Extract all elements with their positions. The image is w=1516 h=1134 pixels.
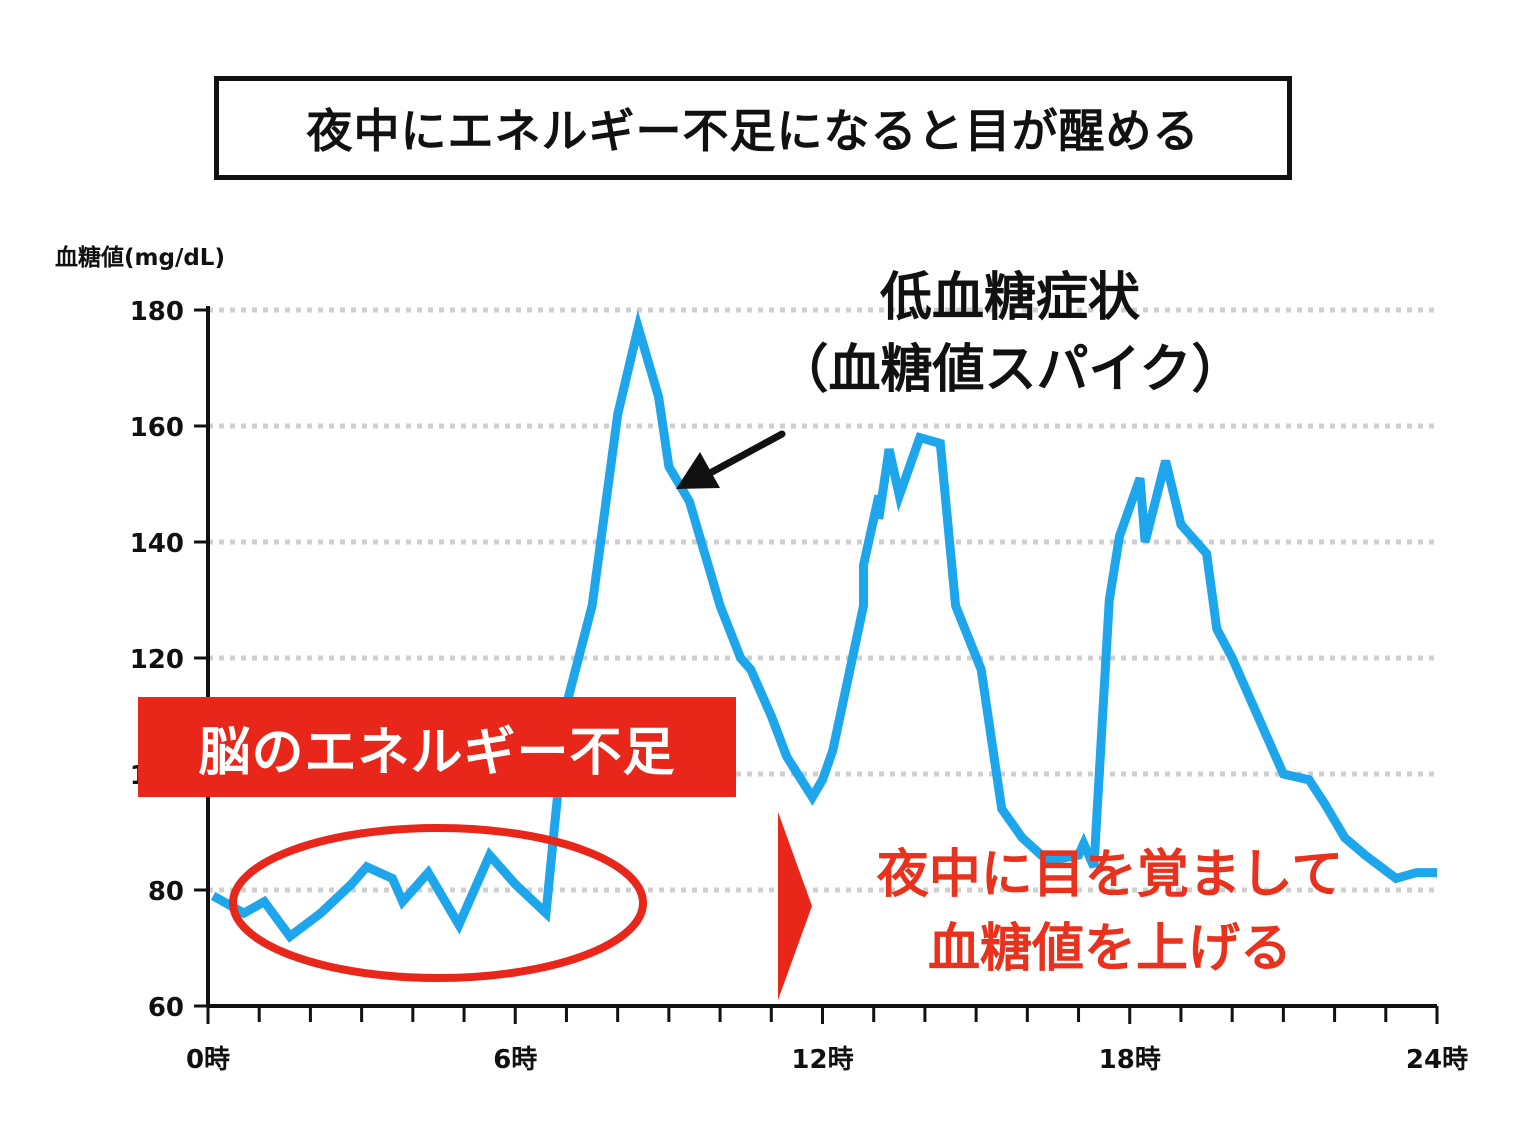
red-pointer-icon bbox=[778, 812, 812, 1000]
x-tick-label-6: 6時 bbox=[493, 1045, 537, 1075]
y-tick-label-60: 60 bbox=[148, 993, 184, 1023]
wake-annotation-line2: 血糖値を上げる bbox=[927, 919, 1292, 979]
spike-annotation-line2: （血糖値スパイク） bbox=[776, 340, 1244, 400]
wake-annotation-line1: 夜中に目を覚まして bbox=[876, 845, 1344, 905]
spike-annotation-line1: 低血糖症状 bbox=[879, 268, 1140, 328]
chart-title: 夜中にエネルギー不足になると目が醒める bbox=[306, 104, 1200, 158]
spike-annotation: 低血糖症状 （血糖値スパイク） bbox=[770, 262, 1250, 406]
y-tick-label-140: 140 bbox=[130, 529, 184, 559]
axes bbox=[194, 306, 1439, 1024]
energy-shortage-box: 脳のエネルギー不足 bbox=[138, 697, 736, 797]
y-tick-label-80: 80 bbox=[148, 877, 184, 907]
x-tick-label-24: 24時 bbox=[1406, 1045, 1468, 1075]
y-axis-label: 血糖値(mg/dL) bbox=[55, 245, 225, 271]
low-region-ellipse bbox=[229, 824, 647, 982]
callout-arrow bbox=[676, 430, 786, 489]
y-tick-label-180: 180 bbox=[130, 297, 184, 327]
x-tick-label-18: 18時 bbox=[1099, 1045, 1161, 1075]
series-line-0 bbox=[210, 309, 1437, 943]
title-box: 夜中にエネルギー不足になると目が醒める bbox=[214, 76, 1292, 180]
y-tick-label-160: 160 bbox=[130, 413, 184, 443]
series-group bbox=[210, 309, 1437, 943]
x-tick-label-0: 0時 bbox=[186, 1045, 230, 1075]
x-tick-label-12: 12時 bbox=[791, 1045, 853, 1075]
wake-annotation: 夜中に目を覚まして 血糖値を上げる bbox=[820, 838, 1400, 986]
y-tick-label-120: 120 bbox=[130, 645, 184, 675]
energy-shortage-label: 脳のエネルギー不足 bbox=[198, 722, 676, 783]
